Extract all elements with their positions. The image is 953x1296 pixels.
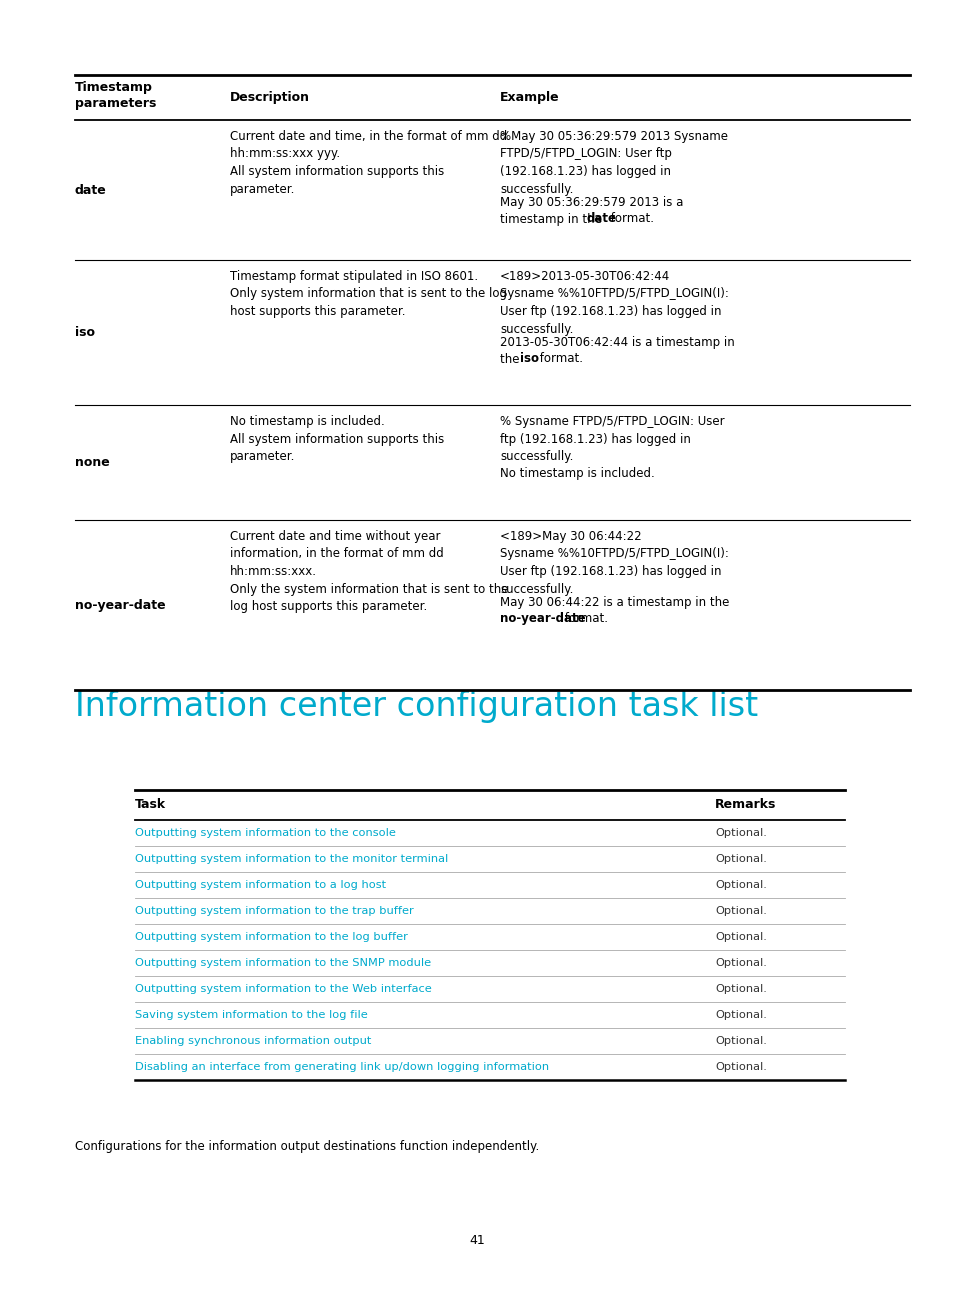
Text: Current date and time, in the format of mm dd
hh:mm:ss:xxx yyy.
All system infor: Current date and time, in the format of … bbox=[230, 130, 507, 196]
Text: Outputting system information to the log buffer: Outputting system information to the log… bbox=[135, 932, 408, 942]
Text: none: none bbox=[75, 456, 110, 469]
Text: Outputting system information to the Web interface: Outputting system information to the Web… bbox=[135, 984, 432, 994]
Text: no-year-date: no-year-date bbox=[499, 612, 585, 625]
Text: no-year-date: no-year-date bbox=[75, 599, 166, 612]
Text: Example: Example bbox=[499, 91, 559, 104]
Text: Optional.: Optional. bbox=[714, 880, 766, 890]
Text: % Sysname FTPD/5/FTPD_LOGIN: User
ftp (192.168.1.23) has logged in
successfully.: % Sysname FTPD/5/FTPD_LOGIN: User ftp (1… bbox=[499, 415, 724, 481]
Text: Timestamp
parameters: Timestamp parameters bbox=[75, 80, 156, 110]
Text: Timestamp format stipulated in ISO 8601.
Only system information that is sent to: Timestamp format stipulated in ISO 8601.… bbox=[230, 270, 506, 318]
Text: May 30 05:36:29:579 2013 is a
timestamp in the: May 30 05:36:29:579 2013 is a timestamp … bbox=[499, 196, 682, 226]
Text: Remarks: Remarks bbox=[714, 798, 776, 811]
Text: %May 30 05:36:29:579 2013 Sysname
FTPD/5/FTPD_LOGIN: User ftp
(192.168.1.23) has: %May 30 05:36:29:579 2013 Sysname FTPD/5… bbox=[499, 130, 727, 196]
Text: Optional.: Optional. bbox=[714, 906, 766, 916]
Text: Outputting system information to the console: Outputting system information to the con… bbox=[135, 828, 395, 839]
Text: Saving system information to the log file: Saving system information to the log fil… bbox=[135, 1010, 367, 1020]
Text: Task: Task bbox=[135, 798, 166, 811]
Text: No timestamp is included.
All system information supports this
parameter.: No timestamp is included. All system inf… bbox=[230, 415, 444, 463]
Text: Outputting system information to the monitor terminal: Outputting system information to the mon… bbox=[135, 854, 448, 864]
Text: 2013-05-30T06:42:44 is a timestamp in
the: 2013-05-30T06:42:44 is a timestamp in th… bbox=[499, 336, 734, 365]
Text: format.: format. bbox=[606, 213, 654, 226]
Text: Outputting system information to a log host: Outputting system information to a log h… bbox=[135, 880, 386, 890]
Text: Configurations for the information output destinations function independently.: Configurations for the information outpu… bbox=[75, 1140, 538, 1153]
Text: iso: iso bbox=[75, 327, 95, 340]
Text: format.: format. bbox=[560, 612, 608, 625]
Text: Outputting system information to the trap buffer: Outputting system information to the tra… bbox=[135, 906, 414, 916]
Text: Optional.: Optional. bbox=[714, 958, 766, 968]
Text: Optional.: Optional. bbox=[714, 854, 766, 864]
Text: Optional.: Optional. bbox=[714, 828, 766, 839]
Text: <189>May 30 06:44:22
Sysname %%10FTPD/5/FTPD_LOGIN(I):
User ftp (192.168.1.23) h: <189>May 30 06:44:22 Sysname %%10FTPD/5/… bbox=[499, 530, 728, 595]
Text: <189>2013-05-30T06:42:44
Sysname %%10FTPD/5/FTPD_LOGIN(I):
User ftp (192.168.1.2: <189>2013-05-30T06:42:44 Sysname %%10FTP… bbox=[499, 270, 728, 336]
Text: Optional.: Optional. bbox=[714, 1010, 766, 1020]
Text: Optional.: Optional. bbox=[714, 1061, 766, 1072]
Text: Current date and time without year
information, in the format of mm dd
hh:mm:ss:: Current date and time without year infor… bbox=[230, 530, 508, 613]
Text: Information center configuration task list: Information center configuration task li… bbox=[75, 689, 758, 723]
Text: date: date bbox=[75, 184, 107, 197]
Text: Enabling synchronous information output: Enabling synchronous information output bbox=[135, 1036, 371, 1046]
Text: Optional.: Optional. bbox=[714, 932, 766, 942]
Text: Disabling an interface from generating link up/down logging information: Disabling an interface from generating l… bbox=[135, 1061, 549, 1072]
Text: iso: iso bbox=[519, 353, 538, 365]
Text: Description: Description bbox=[230, 91, 310, 104]
Text: format.: format. bbox=[536, 353, 582, 365]
Text: date: date bbox=[586, 213, 616, 226]
Text: 41: 41 bbox=[469, 1234, 484, 1247]
Text: Optional.: Optional. bbox=[714, 984, 766, 994]
Text: May 30 06:44:22 is a timestamp in the: May 30 06:44:22 is a timestamp in the bbox=[499, 596, 729, 626]
Text: Optional.: Optional. bbox=[714, 1036, 766, 1046]
Text: Outputting system information to the SNMP module: Outputting system information to the SNM… bbox=[135, 958, 431, 968]
